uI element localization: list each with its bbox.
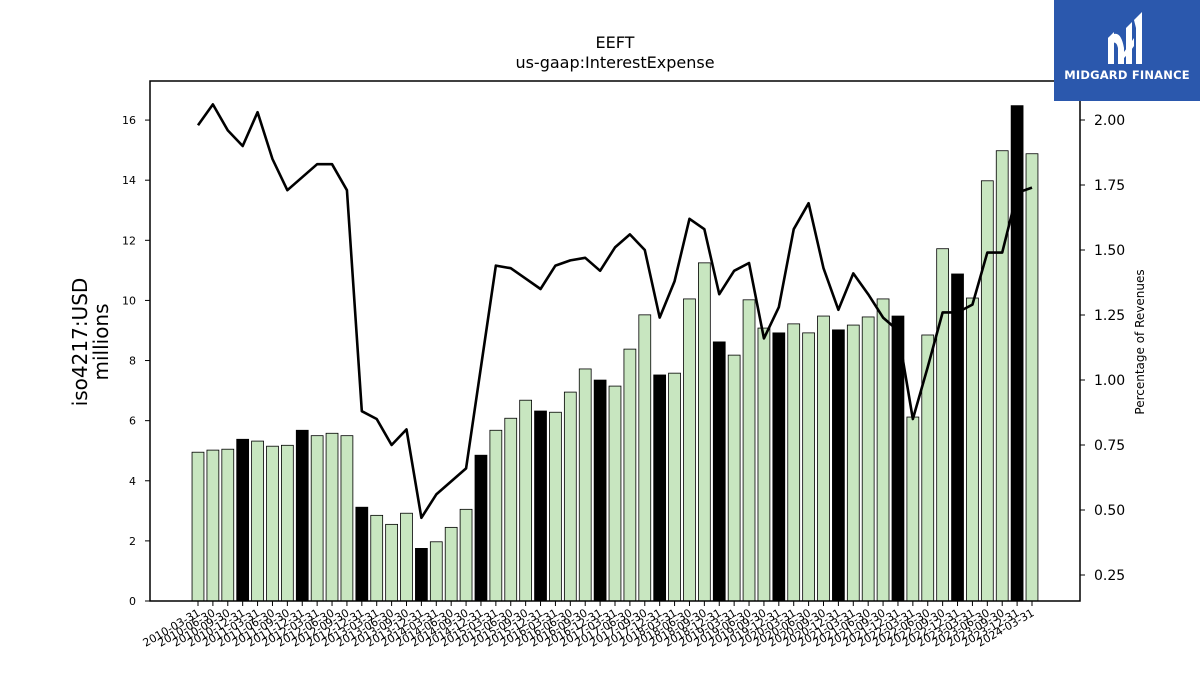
bar [936,248,950,602]
bar [236,438,250,602]
y-axis-label: iso4217:USD [68,278,92,407]
bar [400,512,413,602]
y-tick-label: 10 [122,294,136,307]
bar [578,368,592,602]
midgard-finance-logo: MIDGARD FINANCE [1054,0,1200,101]
y-axis-unit-label: millions [89,303,113,380]
bar [474,454,488,602]
bar [1010,105,1024,602]
bar [683,298,696,602]
bar [861,316,875,602]
bar [712,341,726,602]
bar [415,548,428,602]
y-right-tick-label: 0.50 [1094,503,1125,519]
bar [444,526,458,602]
y-axis-right-label: Percentage of Revenues [1133,269,1147,414]
bar [802,332,815,602]
y-tick-label: 4 [129,475,136,488]
bar [340,435,354,602]
bar [370,514,384,602]
y-right-tick-label: 1.75 [1094,178,1125,194]
bar [549,411,562,602]
bar [668,372,681,602]
bar [489,429,503,602]
bar [995,150,1009,602]
y-right-tick-label: 1.25 [1094,308,1125,324]
bar [519,399,533,602]
bars-group [191,105,1039,602]
bar [429,541,443,602]
bar [191,451,205,602]
bar [832,329,845,602]
bar [325,432,339,602]
bar [355,506,369,602]
y-tick-label: 2 [129,535,136,548]
y-right-tick-label: 2.00 [1094,113,1125,129]
y-axis-right: 0.25 0.50 0.75 1.00 1.25 1.50 1.75 2.00 [1080,113,1125,584]
bar [787,323,801,602]
chart-subtitle: us-gaap:InterestExpense [515,53,714,72]
y-right-tick-label: 0.75 [1094,438,1125,454]
logo-text: MIDGARD FINANCE [1064,68,1190,82]
bar [757,327,771,602]
y-tick-label: 0 [129,595,136,608]
bar [846,324,860,602]
bar [817,315,830,602]
y-tick-label: 12 [122,234,136,247]
bar [698,262,711,602]
bar [623,348,637,602]
bar [221,448,235,602]
y-axis-left: 0 2 4 6 8 10 12 14 16 [122,114,150,608]
bar [251,440,264,602]
logo-mark-icon [1108,12,1142,64]
bar [876,298,890,602]
bar [653,374,667,602]
bar [1025,153,1039,602]
bar [921,334,935,602]
y-right-tick-label: 0.25 [1094,568,1125,584]
bar [534,410,547,602]
bar [504,417,518,602]
bar [280,444,294,602]
bar [727,354,741,602]
x-axis: 2010-03-312010-06-302010-09-302010-12-31… [141,601,1037,650]
bar [906,416,920,602]
bar [385,523,398,602]
bar [206,449,220,602]
y-tick-label: 14 [122,174,136,187]
chart-title: EEFT [596,33,635,52]
bar [266,445,279,602]
bar [638,314,652,602]
bar [772,332,786,602]
bar [310,435,324,602]
bar [295,429,309,602]
bar [459,508,473,602]
y-right-tick-label: 1.50 [1094,243,1125,259]
y-right-tick-label: 1.00 [1094,373,1125,389]
y-tick-label: 16 [122,114,136,127]
bar [980,180,994,602]
bar [593,379,607,602]
y-tick-label: 6 [129,415,136,428]
bar [742,299,756,602]
bar [563,391,577,602]
bar [951,273,964,602]
y-tick-label: 8 [129,355,136,368]
bar [608,385,622,602]
line-group [196,103,1033,520]
series-line [196,103,1033,520]
bar [966,297,979,602]
